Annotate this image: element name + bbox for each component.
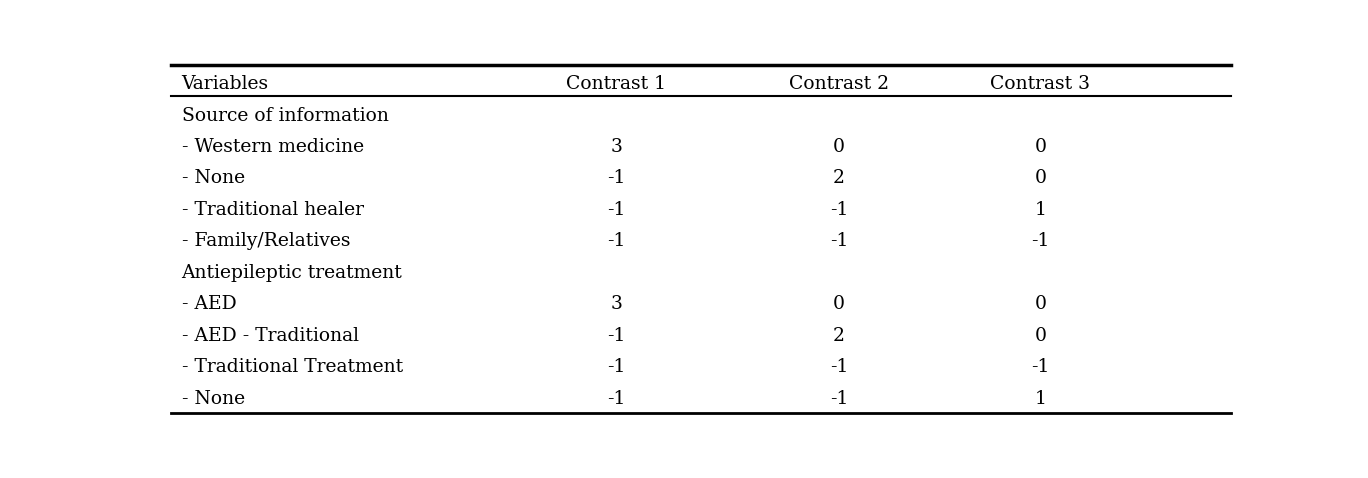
Text: -1: -1 [607, 358, 625, 376]
Text: -1: -1 [607, 232, 625, 250]
Text: Contrast 3: Contrast 3 [990, 75, 1090, 93]
Text: 1: 1 [1034, 390, 1047, 408]
Text: 3: 3 [610, 295, 622, 313]
Text: - None: - None [182, 170, 245, 187]
Text: 0: 0 [833, 138, 845, 156]
Text: -1: -1 [607, 170, 625, 187]
Text: 0: 0 [1034, 138, 1047, 156]
Text: Variables: Variables [182, 75, 268, 93]
Text: -1: -1 [830, 390, 848, 408]
Text: -1: -1 [607, 390, 625, 408]
Text: - Traditional Treatment: - Traditional Treatment [182, 358, 402, 376]
Text: 0: 0 [1034, 327, 1047, 345]
Text: - Traditional healer: - Traditional healer [182, 201, 364, 219]
Text: - None: - None [182, 390, 245, 408]
Text: Antiepileptic treatment: Antiepileptic treatment [182, 264, 402, 282]
Text: -1: -1 [830, 201, 848, 219]
Text: Contrast 2: Contrast 2 [789, 75, 889, 93]
Text: - AED: - AED [182, 295, 237, 313]
Text: 1: 1 [1034, 201, 1047, 219]
Text: Contrast 1: Contrast 1 [566, 75, 666, 93]
Text: Source of information: Source of information [182, 107, 389, 125]
Text: -1: -1 [830, 232, 848, 250]
Text: - Family/Relatives: - Family/Relatives [182, 232, 350, 250]
Text: -1: -1 [607, 201, 625, 219]
Text: 0: 0 [1034, 170, 1047, 187]
Text: -1: -1 [830, 358, 848, 376]
Text: 0: 0 [833, 295, 845, 313]
Text: - Western medicine: - Western medicine [182, 138, 364, 156]
Text: 0: 0 [1034, 295, 1047, 313]
Text: - AED - Traditional: - AED - Traditional [182, 327, 358, 345]
Text: 2: 2 [833, 327, 845, 345]
Text: 2: 2 [833, 170, 845, 187]
Text: 3: 3 [610, 138, 622, 156]
Text: -1: -1 [607, 327, 625, 345]
Text: -1: -1 [1031, 232, 1049, 250]
Text: -1: -1 [1031, 358, 1049, 376]
